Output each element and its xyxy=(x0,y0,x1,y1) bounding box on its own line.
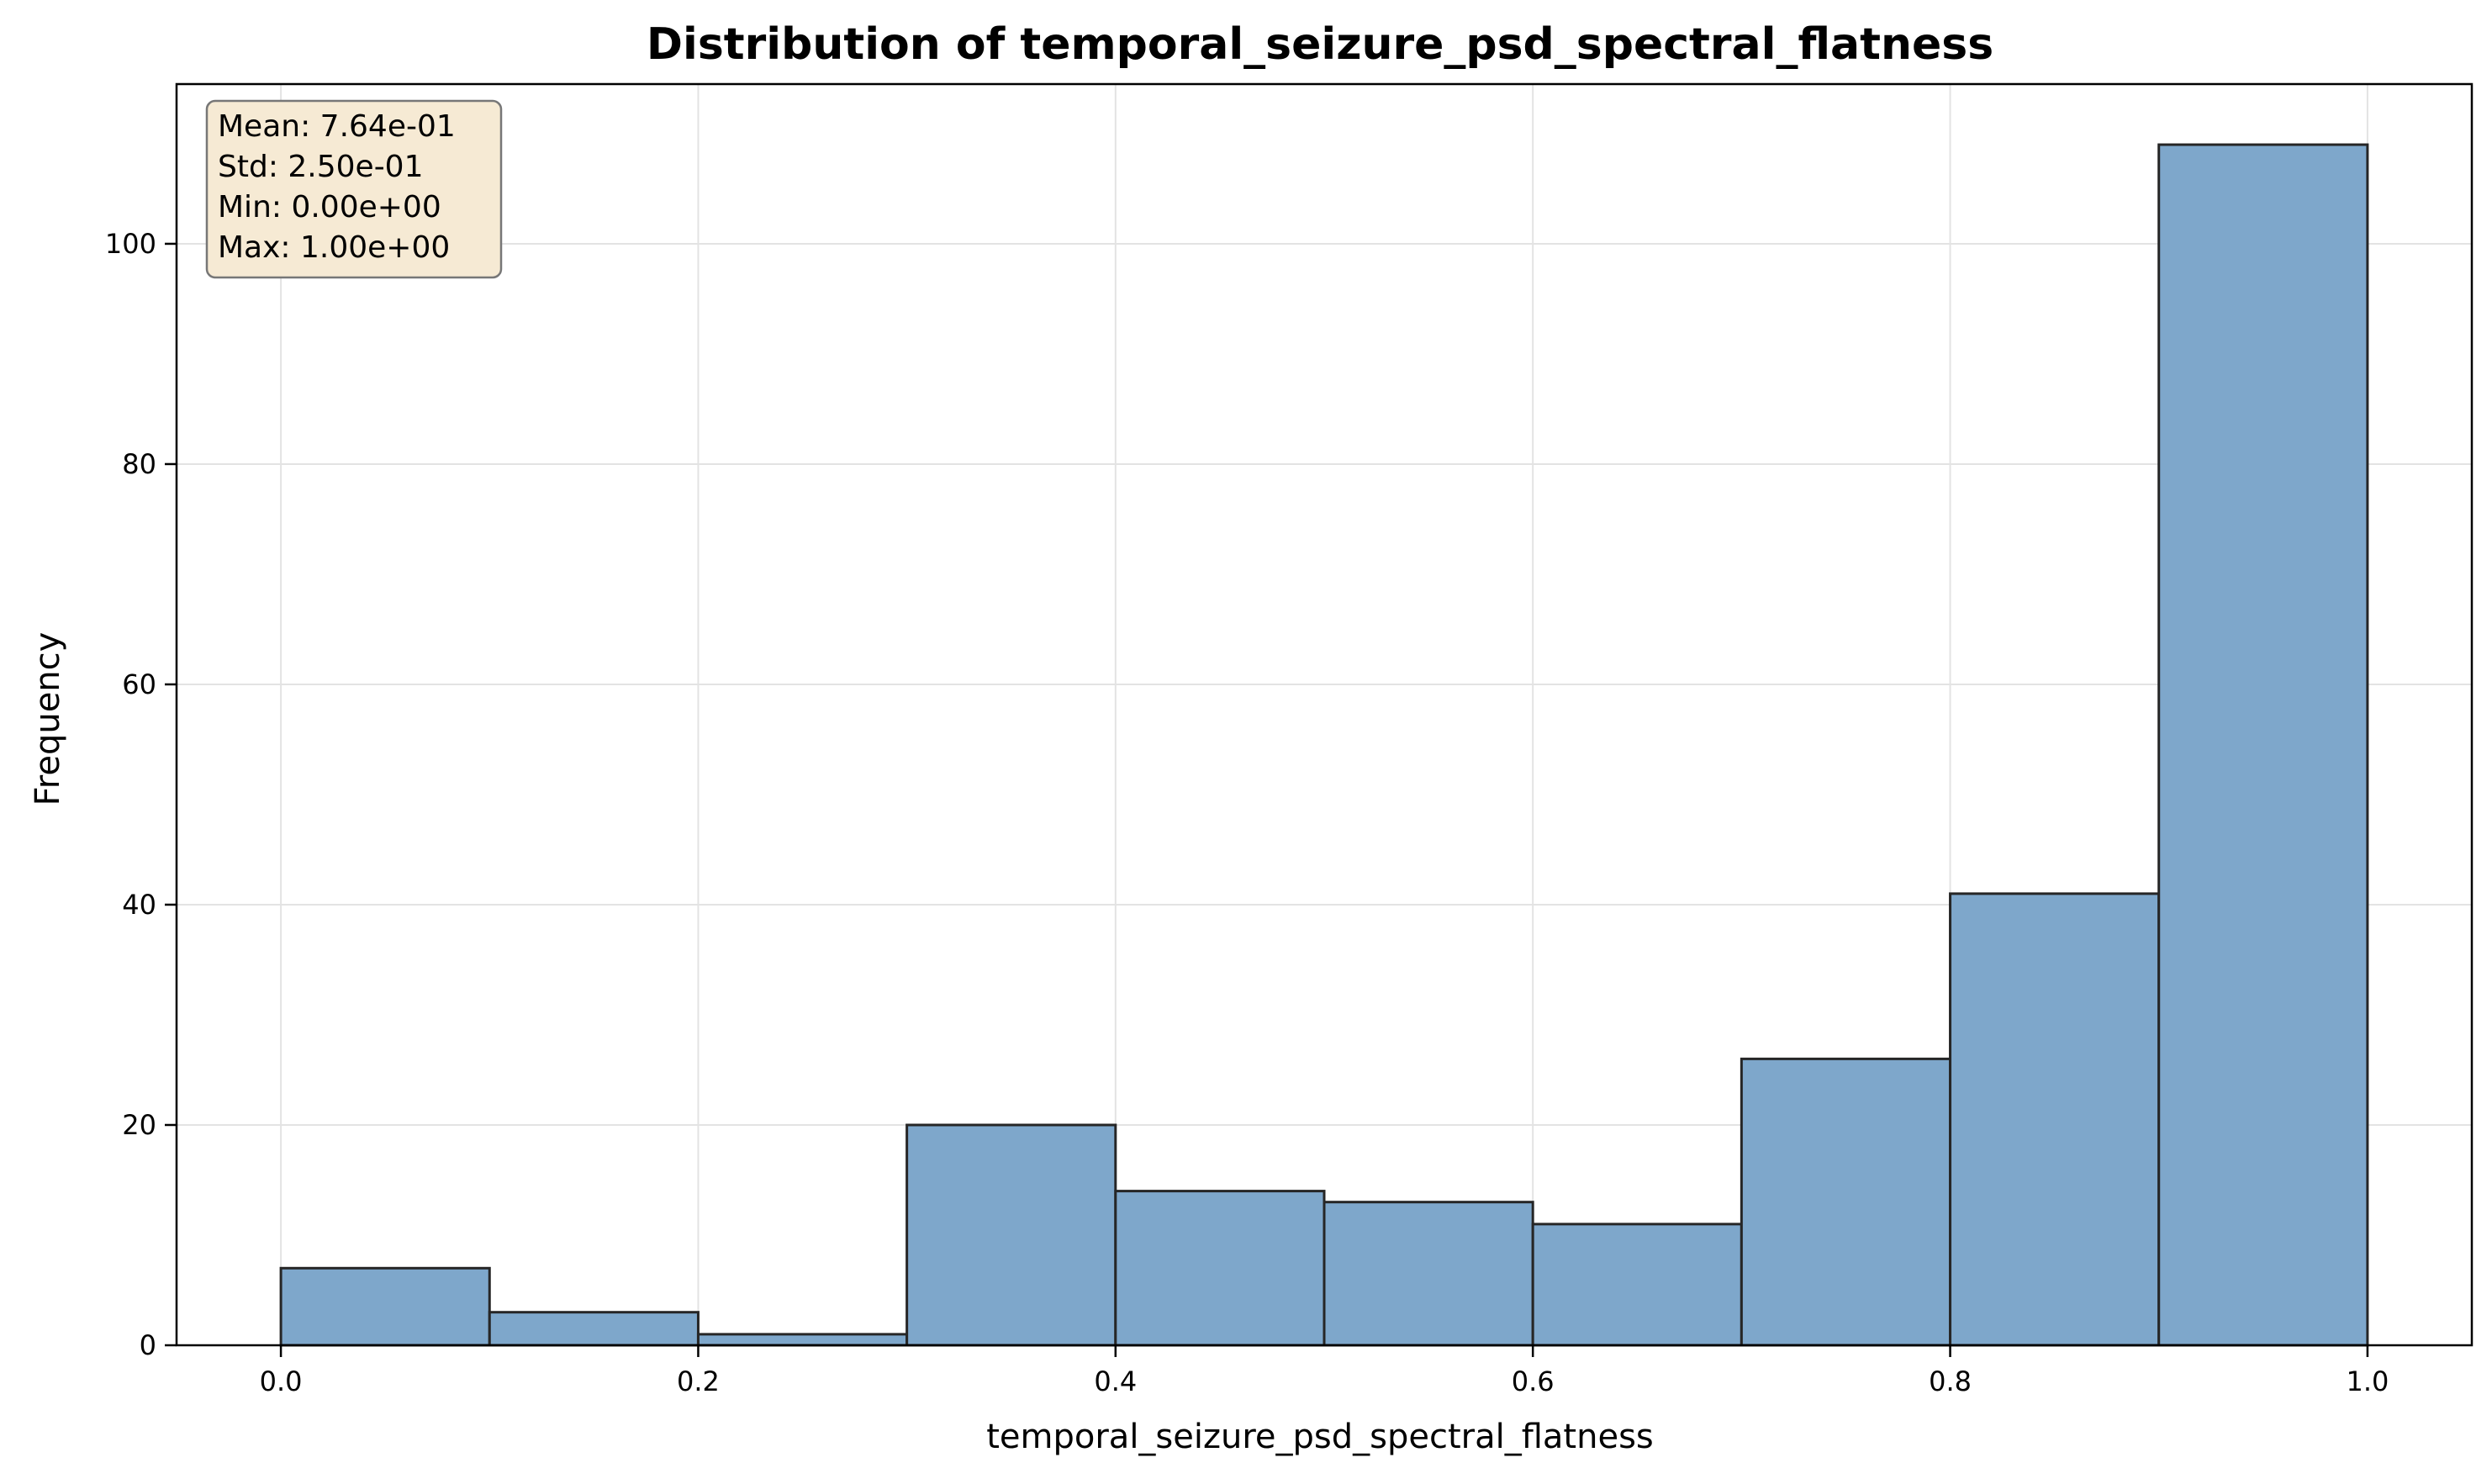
chart-title: Distribution of temporal_seizure_psd_spe… xyxy=(647,19,1993,70)
histogram-bar xyxy=(1740,1057,1952,1347)
histogram-bar xyxy=(279,1266,491,1347)
x-tick-label: 0.0 xyxy=(260,1365,303,1397)
x-axis-ticks: 0.0 0.2 0.4 0.6 0.8 1.0 xyxy=(260,1345,2389,1397)
x-axis-label: temporal_seizure_psd_spectral_flatness xyxy=(986,1418,1654,1456)
y-tick-label: 100 xyxy=(105,228,156,260)
x-tick-label: 0.2 xyxy=(677,1365,720,1397)
stats-box-background xyxy=(205,99,503,279)
stats-min: Min: 0.00e+00 xyxy=(218,190,441,224)
y-tick-label: 20 xyxy=(122,1109,156,1141)
stats-box: Mean: 7.64e-01 Std: 2.50e-01 Min: 0.00e+… xyxy=(205,99,503,279)
y-tick-label: 80 xyxy=(122,448,156,480)
plot-area-frame xyxy=(175,82,2474,1347)
stats-mean: Mean: 7.64e-01 xyxy=(218,109,456,144)
histogram-bar xyxy=(905,1123,1117,1347)
y-tick-label: 0 xyxy=(140,1329,156,1361)
histogram-bar xyxy=(2157,143,2369,1347)
y-axis-label: Frequency xyxy=(29,632,67,806)
histogram-bar xyxy=(488,1311,700,1347)
x-tick-label: 0.4 xyxy=(1094,1365,1137,1397)
histogram-bars xyxy=(279,143,2369,1347)
histogram-bar xyxy=(1323,1201,1534,1347)
x-tick-label: 0.6 xyxy=(1512,1365,1555,1397)
histogram-bar xyxy=(1114,1190,1326,1347)
y-tick-label: 40 xyxy=(122,889,156,921)
x-tick-label: 0.8 xyxy=(1929,1365,1972,1397)
histogram-bar xyxy=(696,1333,909,1347)
x-tick-label: 1.0 xyxy=(2346,1365,2389,1397)
y-tick-label: 60 xyxy=(122,668,156,700)
stats-std: Std: 2.50e-01 xyxy=(218,150,424,184)
histogram-bar xyxy=(1949,892,2161,1347)
histogram-bar xyxy=(1531,1223,1743,1347)
stats-max: Max: 1.00e+00 xyxy=(218,230,450,265)
y-axis-ticks: 0 20 40 60 80 100 xyxy=(105,228,177,1361)
